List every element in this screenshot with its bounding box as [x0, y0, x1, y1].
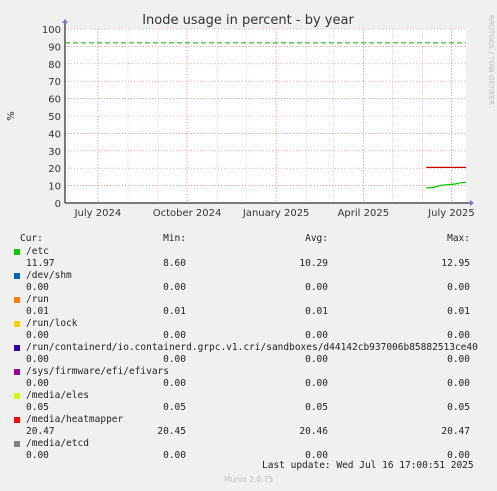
- x-axis-arrow: [470, 200, 474, 206]
- y-tick-label: 80: [48, 60, 61, 71]
- y-tick-label: 30: [48, 147, 61, 158]
- y-tick-label: 50: [48, 112, 61, 123]
- last-update: Last update: Wed Jul 16 17:00:51 2025: [262, 460, 474, 471]
- rrdtool-watermark: RRDTOOL / TOBI OETIKER: [487, 15, 495, 105]
- y-tick-label: 10: [48, 182, 61, 193]
- x-tick-label: April 2025: [338, 208, 389, 219]
- chart-title: Inode usage in percent - by year: [142, 13, 354, 28]
- y-tick-label: 40: [48, 129, 61, 140]
- y-axis-label: %: [6, 111, 17, 121]
- y-tick-label: 70: [48, 77, 61, 88]
- munin-version: Munin 2.0.75: [223, 475, 274, 484]
- x-tick-label: October 2024: [153, 208, 222, 219]
- y-tick-label: 90: [48, 42, 61, 53]
- y-tick-label: 0: [55, 199, 61, 210]
- x-tick-label: January 2025: [242, 208, 310, 219]
- series-line: [426, 181, 467, 189]
- x-tick-label: July 2025: [427, 208, 475, 219]
- y-tick-label: 60: [48, 95, 61, 106]
- y-tick-label: 100: [42, 25, 61, 36]
- x-tick-label: July 2024: [74, 208, 122, 219]
- y-axis-arrow: [62, 19, 68, 23]
- y-tick-label: 20: [48, 164, 61, 175]
